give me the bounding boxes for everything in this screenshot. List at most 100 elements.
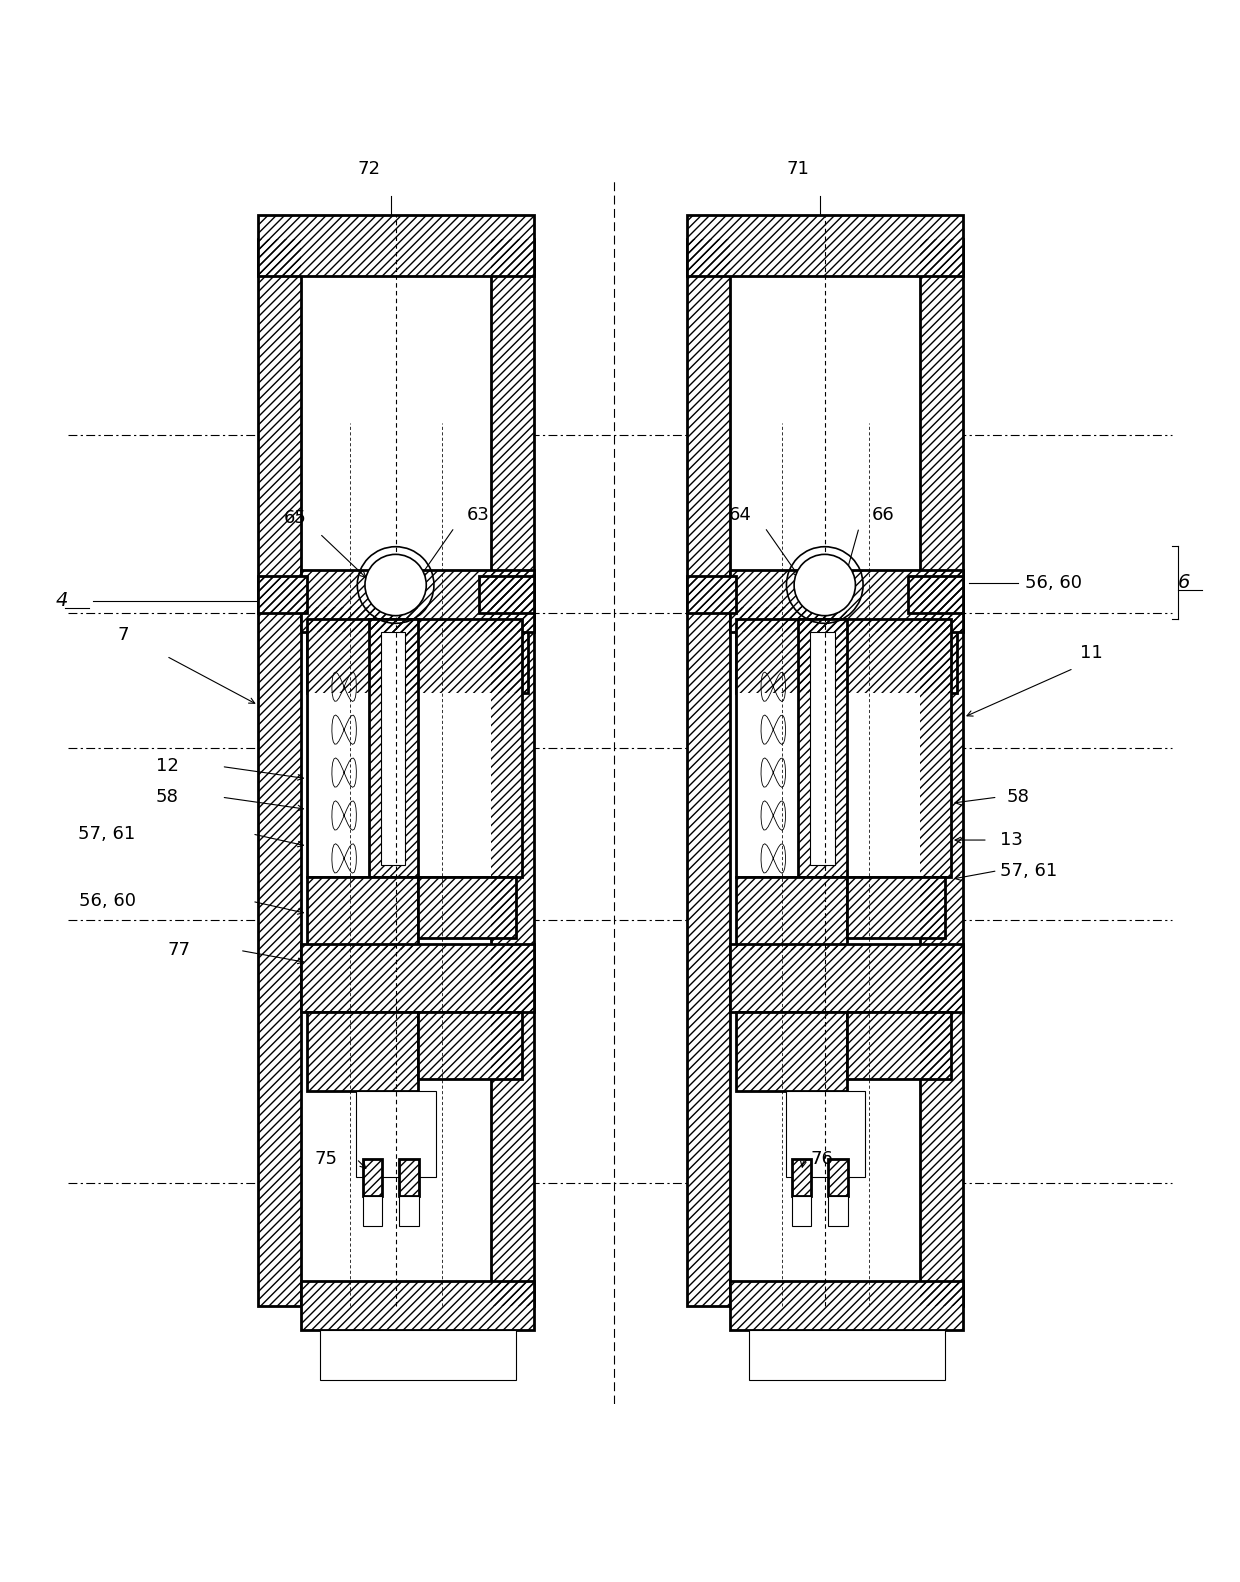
Bar — [258, 576, 308, 614]
Bar — [301, 1281, 534, 1330]
Bar — [258, 215, 534, 275]
Bar — [730, 944, 963, 1012]
Bar — [737, 607, 847, 693]
Bar — [418, 1012, 522, 1079]
Bar — [847, 1012, 951, 1079]
Bar — [418, 619, 528, 693]
Bar — [308, 876, 418, 951]
Text: 7: 7 — [118, 626, 129, 644]
Bar — [920, 239, 963, 1307]
Bar — [418, 876, 516, 938]
Bar — [737, 1012, 847, 1092]
Bar — [785, 1092, 866, 1177]
Bar — [308, 607, 418, 693]
Text: 56, 60: 56, 60 — [1024, 574, 1081, 592]
Bar — [749, 1330, 945, 1380]
Bar — [301, 570, 534, 631]
Bar — [308, 1012, 418, 1092]
Circle shape — [794, 554, 856, 615]
Bar — [491, 239, 534, 1307]
Text: 12: 12 — [156, 758, 179, 775]
Bar — [368, 619, 418, 876]
Bar — [362, 1160, 382, 1196]
Text: 75: 75 — [315, 1150, 339, 1168]
Bar — [737, 619, 951, 876]
Bar — [730, 239, 920, 1307]
Bar — [791, 1160, 811, 1196]
Bar — [797, 619, 847, 876]
Text: 57, 61: 57, 61 — [1001, 862, 1058, 880]
Bar — [737, 876, 847, 951]
Bar — [847, 1012, 951, 1079]
Text: 11: 11 — [1080, 644, 1102, 663]
Text: 4: 4 — [56, 592, 68, 611]
Text: 58: 58 — [1006, 788, 1029, 807]
Text: 76: 76 — [810, 1150, 833, 1168]
Bar — [399, 1160, 419, 1196]
Bar — [828, 1160, 848, 1196]
Bar — [399, 1196, 419, 1226]
Bar — [687, 576, 737, 614]
Bar — [418, 619, 528, 693]
Text: 57, 61: 57, 61 — [78, 824, 135, 843]
Bar — [258, 215, 534, 275]
Bar — [418, 1012, 522, 1079]
Bar — [368, 619, 418, 876]
Text: 71: 71 — [786, 160, 810, 177]
Bar — [797, 619, 847, 876]
Text: 63: 63 — [466, 506, 490, 524]
Bar — [810, 631, 835, 865]
Text: 65: 65 — [284, 509, 306, 527]
Bar — [791, 1160, 811, 1196]
Bar — [737, 607, 847, 693]
Bar — [320, 1330, 516, 1380]
Bar — [908, 576, 963, 614]
Text: 77: 77 — [167, 941, 191, 959]
Bar — [908, 576, 963, 614]
Bar — [687, 239, 730, 1307]
Bar — [730, 570, 963, 631]
Bar — [847, 876, 945, 938]
Bar — [308, 1012, 418, 1092]
Bar — [399, 1160, 419, 1196]
Bar — [847, 876, 945, 938]
Bar — [362, 1196, 382, 1226]
Bar — [301, 239, 491, 1307]
Bar — [356, 1092, 436, 1177]
Text: 58: 58 — [156, 788, 179, 807]
Text: 66: 66 — [872, 506, 894, 524]
Bar — [479, 576, 534, 614]
Text: 56, 60: 56, 60 — [78, 892, 135, 910]
Bar — [828, 1160, 848, 1196]
Bar — [791, 1196, 811, 1226]
Bar — [301, 570, 534, 631]
Bar — [418, 876, 516, 938]
Bar — [301, 944, 534, 1012]
Bar — [362, 1160, 382, 1196]
Bar — [730, 570, 963, 631]
Circle shape — [365, 554, 427, 615]
Text: 6: 6 — [1178, 573, 1190, 592]
Bar — [258, 239, 301, 1307]
Bar — [737, 1012, 847, 1092]
Bar — [687, 576, 737, 614]
Bar — [258, 239, 301, 1307]
Bar — [381, 631, 405, 865]
Text: 72: 72 — [357, 160, 381, 177]
Bar — [308, 876, 418, 951]
Bar — [730, 1281, 963, 1330]
Bar — [687, 215, 963, 275]
Bar — [308, 619, 522, 876]
Bar — [828, 1196, 848, 1226]
Bar — [730, 1281, 963, 1330]
Bar — [301, 1281, 534, 1330]
Bar — [687, 239, 730, 1307]
Bar — [301, 944, 534, 1012]
Bar — [847, 619, 957, 693]
Bar — [308, 607, 418, 693]
Text: 64: 64 — [729, 506, 751, 524]
Bar — [687, 215, 963, 275]
Bar — [730, 944, 963, 1012]
Text: 13: 13 — [1001, 831, 1023, 850]
Bar — [479, 576, 534, 614]
